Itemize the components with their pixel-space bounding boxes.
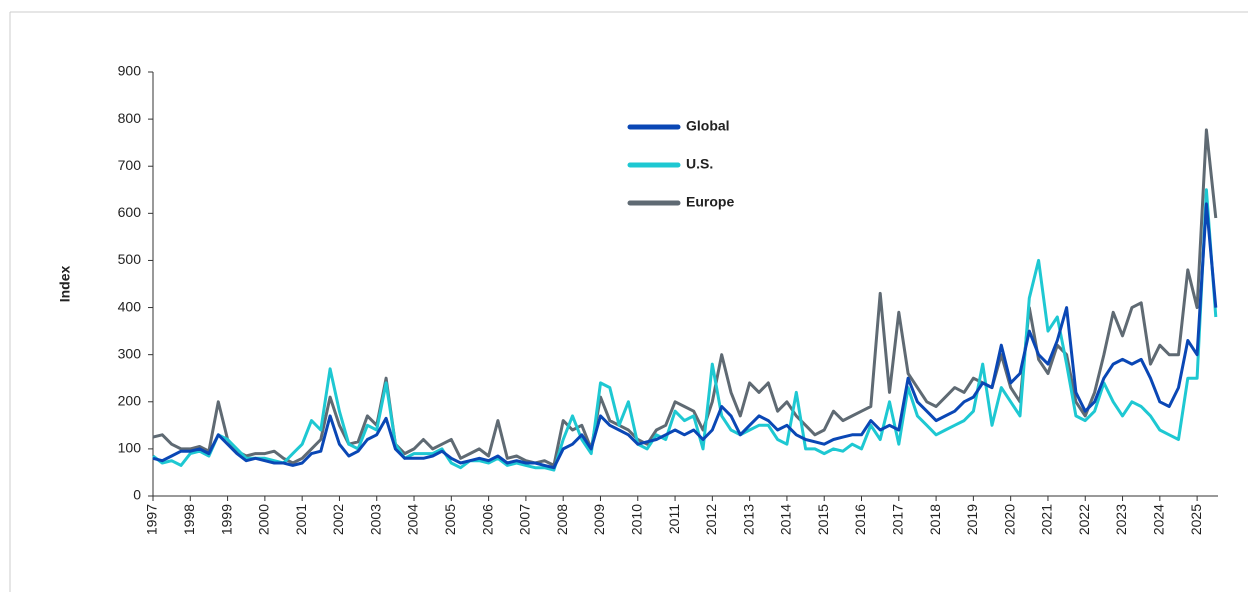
x-tick-label: 2024 — [1151, 504, 1167, 535]
x-tick-label: 2006 — [479, 504, 495, 535]
series-line — [152, 128, 1218, 467]
y-tick-label: 100 — [118, 440, 142, 456]
x-tick-label: 2020 — [1001, 504, 1017, 535]
x-tick-label: 2009 — [591, 504, 607, 535]
y-tick-label: 600 — [118, 204, 142, 220]
x-tick-label: 2016 — [852, 504, 868, 535]
x-tick-label: 2001 — [293, 504, 309, 535]
x-tick-label: 2022 — [1076, 504, 1092, 535]
x-tick-label: 2000 — [256, 504, 272, 535]
y-tick-label: 400 — [118, 298, 142, 314]
x-tick-label: 2002 — [330, 504, 346, 535]
y-tick-label: 700 — [118, 157, 142, 173]
y-tick-label: 500 — [118, 251, 142, 267]
y-tick-label: 300 — [118, 345, 142, 361]
x-tick-label: 2012 — [703, 504, 719, 535]
x-tick-label: 2005 — [442, 504, 458, 535]
x-tick-label: 2021 — [1039, 504, 1055, 535]
y-tick-label: 900 — [118, 63, 142, 79]
x-tick-label: 2003 — [367, 504, 383, 535]
x-tick-label: 2013 — [740, 504, 756, 535]
x-tick-label: 2011 — [666, 504, 682, 534]
x-tick-label: 1997 — [144, 504, 160, 535]
y-tick-label: 800 — [118, 110, 142, 126]
y-tick-label: 200 — [118, 392, 142, 408]
x-tick-label: 2019 — [964, 504, 980, 535]
x-tick-label: 2014 — [778, 504, 794, 535]
x-tick-label: 2015 — [815, 504, 831, 535]
x-tick-label: 2017 — [890, 504, 906, 535]
series-line — [152, 188, 1218, 472]
x-tick-label: 2023 — [1113, 504, 1129, 535]
y-tick-label: 0 — [133, 487, 141, 503]
x-tick-label: 1998 — [181, 504, 197, 535]
x-tick-label: 2008 — [554, 504, 570, 535]
legend-label: Global — [686, 118, 730, 134]
x-tick-label: 2018 — [927, 504, 943, 535]
x-tick-label: 2025 — [1188, 504, 1204, 535]
series-line — [152, 202, 1218, 470]
x-tick-label: 2004 — [405, 504, 421, 535]
y-axis-label: Index — [57, 266, 73, 303]
legend-label: Europe — [686, 194, 734, 210]
x-tick-label: 1999 — [218, 504, 234, 535]
legend-label: U.S. — [686, 156, 713, 172]
x-tick-label: 2010 — [628, 504, 644, 535]
x-tick-label: 2007 — [517, 504, 533, 535]
